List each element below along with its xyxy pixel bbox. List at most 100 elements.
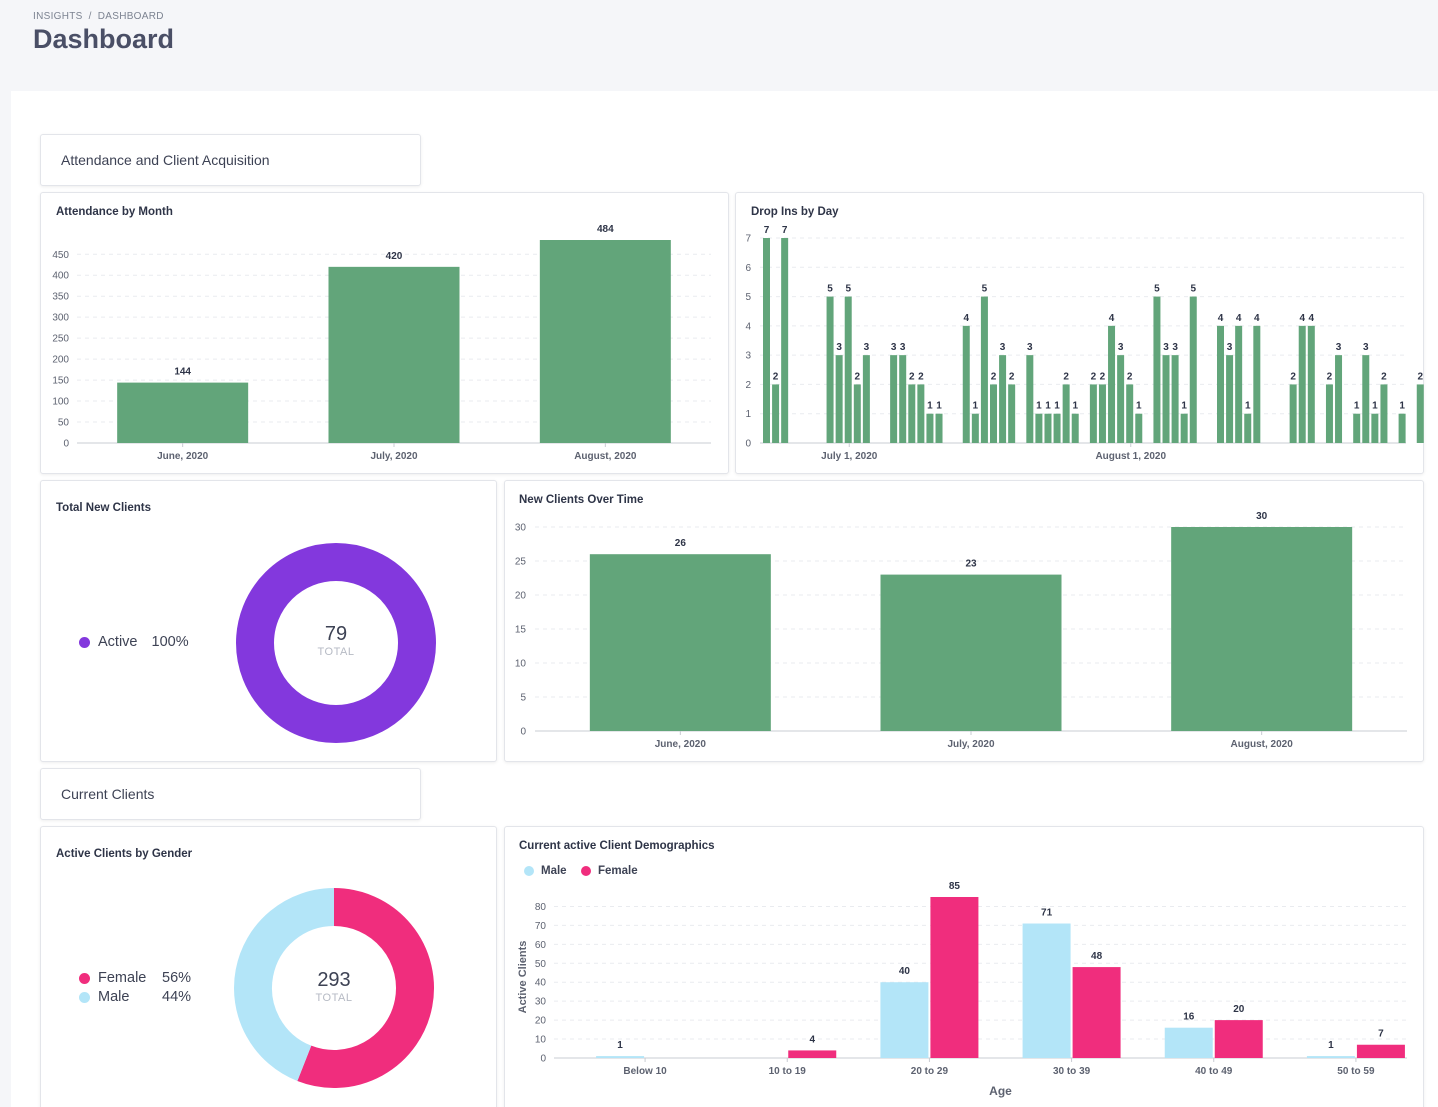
breadcrumb-insights[interactable]: INSIGHTS	[33, 11, 83, 22]
drop-in-bar	[1298, 325, 1306, 443]
drop-in-value-label: 5	[845, 284, 851, 295]
drop-in-value-label: 5	[1190, 284, 1196, 295]
drop-in-value-label: 2	[909, 371, 915, 382]
drop-in-value-label: 3	[1163, 342, 1169, 353]
drop-in-bar	[1053, 413, 1061, 443]
y-tick-label: 60	[535, 940, 547, 951]
bar-value-label: 7	[1378, 1029, 1384, 1040]
drop-in-value-label: 3	[1000, 342, 1006, 353]
total-new-clients-center: 79 TOTAL	[276, 623, 396, 658]
drop-in-value-label: 4	[1299, 313, 1305, 324]
drop-in-bar	[763, 238, 770, 443]
legend-female[interactable]: Female 56%	[79, 970, 191, 986]
legend-female-pct: 56%	[162, 970, 192, 986]
y-tick-label: 30	[535, 997, 547, 1008]
bar	[880, 574, 1062, 731]
x-tick-label: August 1, 2020	[1095, 451, 1166, 462]
drop-in-bar	[1162, 355, 1170, 443]
drop-in-bar	[899, 355, 907, 443]
drop-in-bar	[908, 384, 916, 443]
drop-in-bar	[1098, 384, 1106, 443]
demographics-card: Current active Client Demographics Male …	[504, 826, 1424, 1107]
x-tick-label: July, 2020	[370, 451, 418, 462]
drop-in-value-label: 2	[1127, 371, 1133, 382]
drop-in-value-label: 3	[1172, 342, 1178, 353]
drop-in-value-label: 2	[855, 371, 861, 382]
donut-slice-female	[297, 888, 434, 1088]
bar-value-label: 1	[617, 1040, 623, 1051]
x-tick-label: August, 2020	[1231, 739, 1294, 750]
y-tick-label: 5	[745, 292, 751, 303]
demographics-title: Current active Client Demographics	[519, 840, 715, 852]
total-new-clients-card: Total New Clients Active 100% 79 TOTAL	[40, 480, 497, 762]
demographics-legend-male[interactable]: Male	[524, 865, 567, 877]
drop-in-value-label: 3	[900, 342, 906, 353]
clients-by-gender-title: Active Clients by Gender	[56, 848, 193, 860]
drop-in-value-label: 2	[1290, 371, 1296, 382]
donut-slice-active	[236, 543, 436, 743]
y-tick-label: 0	[520, 727, 526, 738]
page-header: INSIGHTS / DASHBOARD Dashboard	[0, 0, 1438, 91]
drop-in-value-label: 5	[827, 284, 833, 295]
y-tick-label: 450	[52, 250, 69, 261]
legend-male-label: Male	[98, 989, 130, 1005]
bar-female	[1072, 967, 1121, 1058]
bar-male	[1164, 1027, 1213, 1058]
drop-in-bar	[1008, 384, 1016, 443]
drop-in-bar	[1153, 296, 1161, 443]
drop-in-bar	[1289, 384, 1297, 443]
legend-active[interactable]: Active 100%	[79, 634, 189, 650]
drop-in-bar	[962, 325, 970, 443]
bar-value-label: 30	[1256, 511, 1268, 522]
bar	[328, 266, 460, 443]
active-legend-dot	[79, 636, 90, 648]
drop-in-value-label: 5	[982, 284, 988, 295]
clients-by-gender-value: 293	[317, 969, 351, 991]
donut-slice-male	[234, 888, 335, 1082]
drop-in-value-label: 1	[1045, 401, 1051, 412]
drop-in-value-label: 3	[1227, 342, 1233, 353]
drop-in-bar	[1380, 384, 1388, 443]
y-tick-label: 70	[535, 921, 547, 932]
breadcrumb-dashboard[interactable]: DASHBOARD	[97, 11, 164, 22]
drop-in-value-label: 5	[1154, 284, 1160, 295]
bar-value-label: 85	[949, 881, 961, 892]
drop-in-bar	[1089, 384, 1097, 443]
drop-in-value-label: 1	[1354, 401, 1360, 412]
drop-in-value-label: 1	[1136, 401, 1142, 412]
drop-in-bar	[826, 296, 834, 443]
drop-in-value-label: 1	[1181, 401, 1187, 412]
total-new-clients-donut	[236, 543, 436, 743]
drop-in-value-label: 1	[1399, 401, 1405, 412]
demo-male-dot	[524, 866, 534, 876]
drop-in-bar	[926, 413, 934, 443]
y-tick-label: 0	[540, 1054, 546, 1065]
bar-value-label: 144	[174, 367, 191, 378]
bar-value-label: 16	[1183, 1012, 1195, 1023]
y-tick-label: 20	[515, 591, 527, 602]
bar-female	[930, 897, 979, 1058]
bar	[1171, 527, 1353, 731]
demo-female-label: Female	[598, 865, 638, 877]
clients-by-gender-label: TOTAL	[315, 992, 353, 1004]
drop-in-bar	[772, 384, 780, 443]
demo-male-label: Male	[541, 865, 567, 877]
new-clients-over-time-title: New Clients Over Time	[519, 494, 644, 506]
y-tick-label: 6	[745, 263, 751, 274]
y-tick-label: 0	[745, 439, 751, 450]
demographics-chart: 0 10 20 30 40 50 60 70 80 1 Below 10 4 10 to 19 40 85 2…	[517, 881, 1407, 1098]
drop-in-value-label: 2	[991, 371, 997, 382]
bar	[539, 240, 671, 443]
drop-in-value-label: 3	[1363, 342, 1369, 353]
drop-in-value-label: 2	[773, 371, 779, 382]
y-tick-label: 200	[52, 355, 69, 366]
bar-male	[1306, 1056, 1355, 1058]
x-tick-label: June, 2020	[157, 451, 209, 462]
y-tick-label: 300	[52, 313, 69, 324]
y-tick-label: 15	[515, 625, 527, 636]
male-legend-dot	[79, 991, 90, 1003]
x-tick-label: 20 to 29	[911, 1066, 949, 1077]
legend-male[interactable]: Male 44%	[79, 989, 191, 1005]
bar-value-label: 20	[1233, 1004, 1245, 1015]
demographics-legend-female[interactable]: Female	[581, 865, 638, 877]
